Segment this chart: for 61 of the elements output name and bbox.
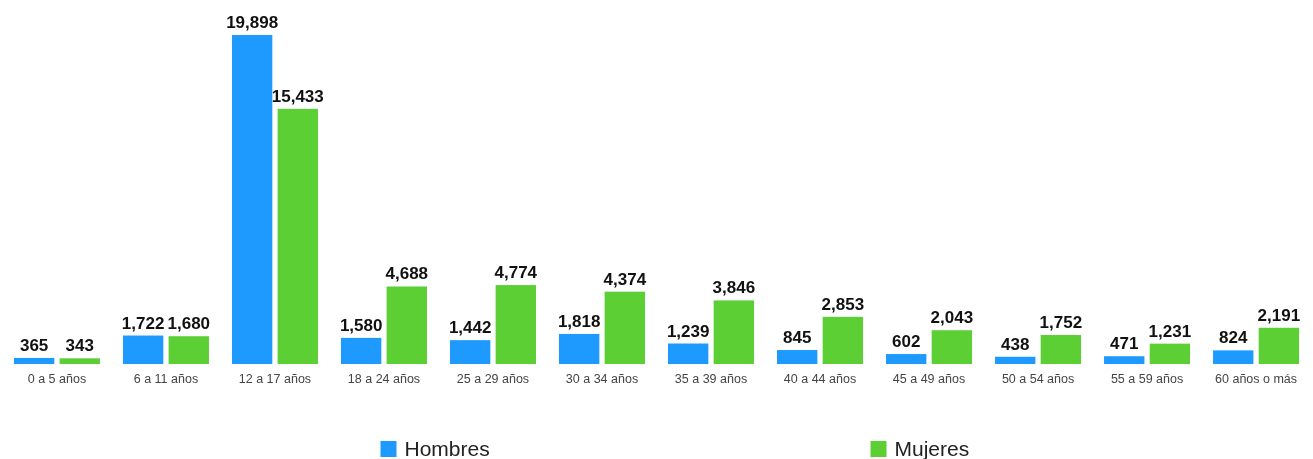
data-label: 2,043	[930, 308, 974, 328]
data-label: 19,898	[226, 13, 279, 32]
data-label: 3,846	[712, 278, 756, 298]
bar	[168, 336, 209, 364]
x-tick-label: 25 a 29 años	[456, 372, 530, 386]
data-label: 1,752	[1039, 313, 1083, 333]
bar	[713, 300, 755, 364]
x-tick-label: 0 a 5 años	[27, 372, 87, 386]
bar	[1258, 327, 1300, 364]
x-tick-label: 40 a 44 años	[783, 372, 857, 386]
bar	[822, 316, 864, 364]
bar	[1213, 350, 1254, 364]
bar	[558, 333, 600, 364]
data-label: 845	[783, 328, 812, 348]
x-tick-label: 60 años o más	[1215, 372, 1298, 386]
bar	[495, 285, 536, 364]
x-tick-label: 35 a 39 años	[674, 372, 748, 386]
x-tick-label: 18 a 24 años	[347, 372, 421, 386]
bar	[604, 291, 645, 364]
data-label: 1,231	[1148, 321, 1192, 341]
data-label: 1,818	[557, 311, 601, 331]
bar	[13, 357, 55, 364]
data-label: 4,688	[385, 264, 429, 284]
data-label: 438	[1001, 334, 1030, 354]
bar	[886, 354, 927, 364]
bar	[1149, 343, 1191, 364]
data-label: 15,433	[271, 86, 324, 106]
x-tick-label: 45 a 49 años	[892, 372, 966, 386]
x-tick-label: 12 a 17 años	[238, 372, 312, 386]
bar	[1040, 335, 1082, 364]
legend-label: Hombres	[404, 437, 490, 459]
data-label: 1,580	[339, 315, 383, 335]
x-tick-label: 6 a 11 años	[133, 372, 199, 386]
data-label: 824	[1219, 328, 1248, 348]
data-label: 471	[1110, 334, 1139, 354]
data-label: 4,774	[494, 263, 538, 283]
x-tick-label: 30 a 34 años	[565, 372, 639, 386]
data-label: 365	[19, 335, 49, 355]
data-label: 602	[892, 332, 921, 352]
data-label: 1,680	[167, 314, 211, 334]
data-label: 1,239	[666, 321, 710, 341]
data-label: 2,853	[821, 294, 865, 314]
bar	[277, 108, 318, 364]
data-label: 4,374	[603, 269, 647, 289]
data-label: 1,722	[121, 313, 165, 333]
bar	[668, 343, 709, 364]
x-tick-label: 50 a 54 años	[1001, 372, 1075, 386]
bar	[122, 335, 164, 364]
bar	[777, 350, 818, 364]
bar	[231, 35, 273, 364]
bar	[449, 340, 491, 364]
bar	[59, 358, 100, 364]
bar	[1104, 356, 1145, 364]
data-label: 343	[65, 336, 94, 356]
bar	[995, 356, 1036, 364]
bar	[386, 286, 427, 364]
bar	[931, 330, 973, 364]
data-label: 1,442	[448, 318, 492, 338]
x-tick-label: 55 a 59 años	[1110, 372, 1184, 386]
bar	[340, 337, 382, 364]
data-label: 2,191	[1257, 305, 1301, 325]
